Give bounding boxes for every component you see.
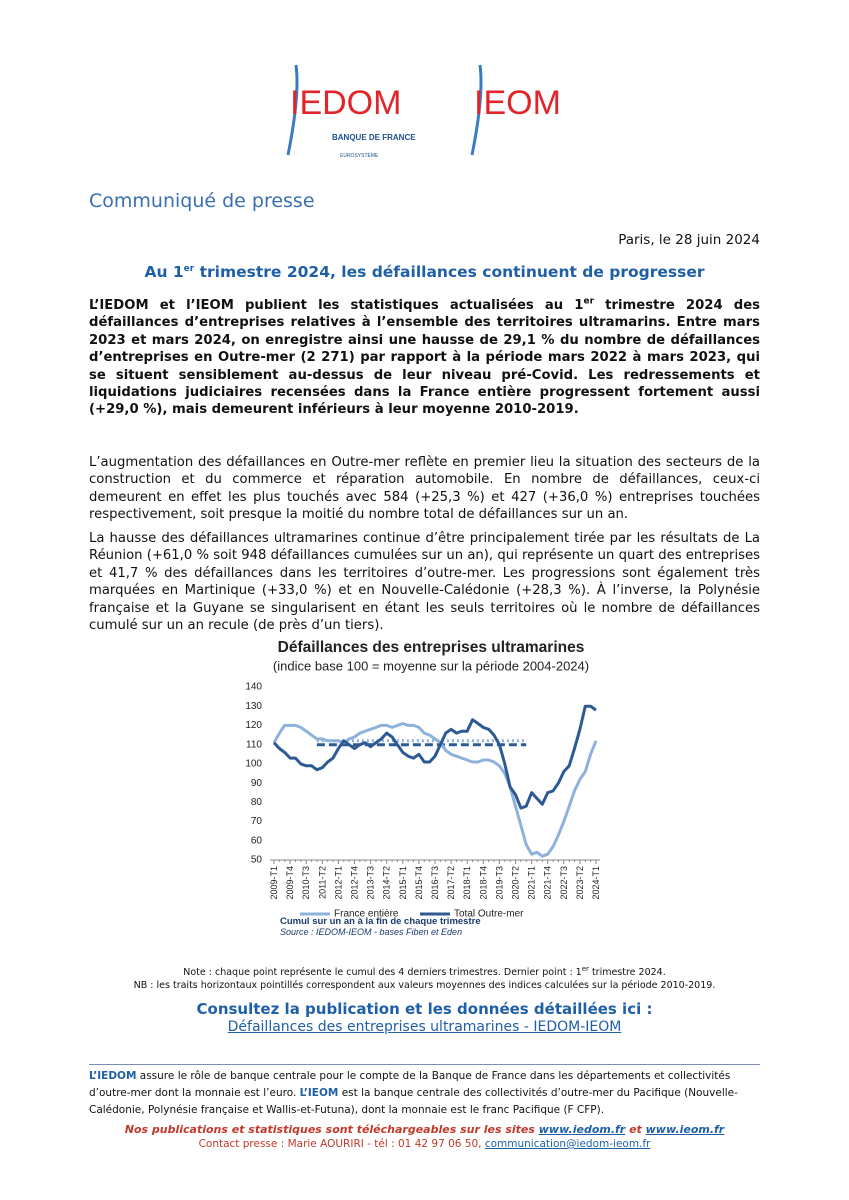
note-part: Note : chaque point représente le cumul … [183,967,582,978]
site-link[interactable]: www.iedom.fr [538,1123,626,1136]
chart-source: Source : IEDOM-IEOM - bases Fiben et Ede… [280,927,462,937]
legend-label: France entière [334,909,399,920]
chart: Défaillances des entreprises ultramarine… [245,639,601,937]
x-tick-label: 2018-T4 [478,866,488,900]
x-tick-label: 2012-T4 [350,866,360,900]
x-tick-label: 2015-T4 [414,866,424,900]
note-part: er [581,964,589,973]
footer-contact: Contact presse : Marie AOURIRI - tél : 0… [89,1138,760,1150]
y-tick-label: 90 [251,778,263,789]
note: NB : les traits horizontaux pointillés c… [133,980,716,991]
footer-part: est la banque centrale des collectivités… [89,1087,738,1116]
y-tick-label: 70 [251,816,263,827]
series-line [272,704,597,810]
intro-part: trimestre 2024 des défaillances d’entrep… [89,298,760,418]
x-tick-label: 2015-T1 [398,866,408,900]
footer-publications: Nos publications et statistiques sont té… [89,1123,760,1136]
footer-part: Contact presse : Marie AOURIRI - tél : 0… [198,1138,485,1150]
x-tick-label: 2016-T3 [430,866,440,900]
footer-org: L’IEDOM [89,1070,137,1082]
date: Paris, le 28 juin 2024 [618,232,760,248]
logo-sub: BANQUE DE FRANCE [332,133,416,142]
x-tick-label: 2023-T2 [575,866,585,900]
x-tick-label: 2024-T1 [591,866,601,900]
x-tick-label: 2014-T2 [382,866,392,900]
logo-sub: EUROSYSTÈME [340,152,379,159]
consult: Consultez la publication et les données … [196,1000,653,1018]
heading: Communiqué de presse [89,190,315,212]
paragraph: La hausse des défaillances ultramarines … [89,531,760,634]
x-tick-label: 2022-T3 [559,866,569,900]
y-tick-label: 140 [245,682,262,693]
chart-title: Défaillances des entreprises ultramarine… [278,639,585,656]
note: Note : chaque point représente le cumul … [89,964,760,979]
consult-link[interactable]: Défaillances des entreprises ultramarine… [227,1019,622,1035]
x-tick-label: 2011-T2 [317,866,327,899]
x-tick-label: 2019-T3 [494,866,504,900]
email-link[interactable]: communication@iedom-ieom.fr [484,1138,651,1150]
paragraph: L’augmentation des défaillances en Outre… [89,455,760,523]
title-part: trimestre 2024, les défaillances continu… [194,263,705,281]
separator [89,1064,760,1065]
series-line [272,722,598,858]
ieom-logo: IEOM [474,84,561,122]
x-tick-label: 2021-T4 [543,866,553,900]
footer-part: Nos publications et statistiques sont té… [124,1123,539,1136]
note-part: trimestre 2024. [588,967,666,978]
x-tick-label: 2018-T1 [462,866,472,900]
title-part: er [183,263,195,274]
x-tick-label: 2021-T1 [527,866,537,900]
iedom-logo: IEDOM [290,84,401,122]
notes: Note : chaque point représente le cumul … [89,964,760,992]
intro: L’IEDOM et l’IEOM publient les statistiq… [89,297,760,419]
y-tick-label: 110 [246,739,262,750]
chart-subtitle: (indice base 100 = moyenne sur la périod… [273,658,589,673]
x-tick-label: 2013-T3 [366,866,376,900]
chart-note: Cumul sur un an à la fin de chaque trime… [280,916,481,927]
logos: IEDOM BANQUE DE FRANCE EUROSYSTÈME IEOM [286,64,561,159]
title: Au 1er trimestre 2024, les défaillances … [89,263,760,281]
x-tick-label: 2020-T2 [511,866,521,900]
y-tick-label: 120 [245,720,262,731]
x-tick-label: 2010-T3 [301,866,311,900]
title-part: Au 1 [144,263,184,281]
intro-part: er [583,296,595,307]
y-tick-label: 60 [251,835,263,846]
site-link[interactable]: www.ieom.fr [645,1123,725,1136]
y-tick-label: 100 [245,759,262,770]
footer-part: et [625,1123,646,1136]
x-tick-label: 2012-T1 [333,866,343,900]
x-tick-label: 2009-T4 [285,866,295,900]
y-tick-label: 50 [251,855,263,866]
y-tick-label: 80 [251,797,263,808]
y-tick-label: 130 [245,701,262,712]
footer-text: L’IEDOM assure le rôle de banque central… [89,1068,760,1119]
consult-link-wrap: Défaillances des entreprises ultramarine… [89,1019,760,1035]
footer-part: assure le rôle de banque centrale pour l… [89,1070,731,1099]
x-tick-label: 2009-T1 [269,866,279,900]
x-tick-label: 2017-T2 [446,866,456,900]
legend-label: Total Outre-mer [454,909,524,920]
intro-part: L’IEDOM et l’IEOM publient les statistiq… [89,298,584,313]
footer-org: L’IEOM [299,1087,339,1099]
